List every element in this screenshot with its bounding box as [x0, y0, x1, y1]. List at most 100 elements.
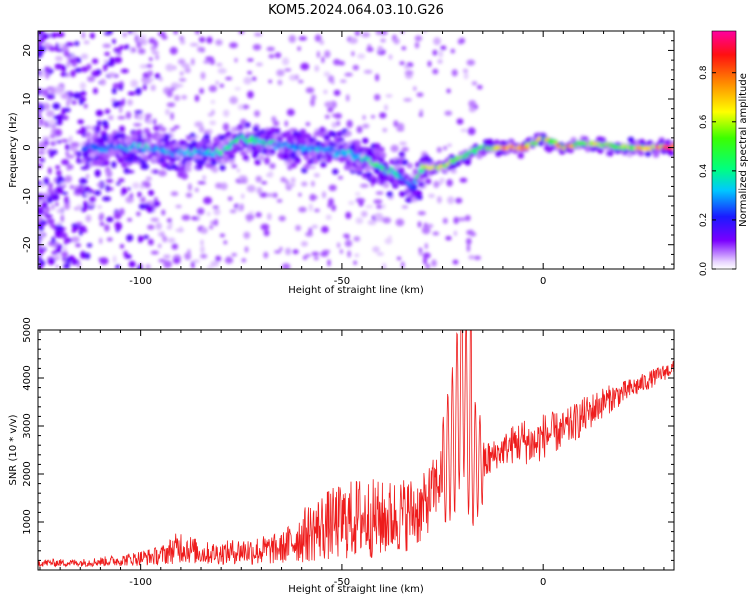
heatmap-noise-cell	[64, 202, 70, 210]
heatmap-noise-cell	[185, 192, 193, 198]
heatmap-noise-cell	[292, 249, 299, 254]
heatmap-noise-cell	[169, 46, 178, 55]
heatmap-ridge-halo	[332, 168, 339, 175]
heatmap-noise-cell	[74, 67, 83, 73]
heatmap-noise-cell	[78, 98, 84, 105]
heatmap-noise-cell	[452, 259, 459, 265]
heatmap-noise-cell	[418, 112, 423, 117]
heatmap-noise-cell	[433, 180, 440, 188]
heatmap-noise-cell	[38, 193, 44, 200]
heatmap-ridge-halo	[415, 189, 423, 196]
heatmap-ridge-halo	[228, 158, 236, 165]
heatmap-noise-cell	[118, 83, 123, 88]
heatmap-noise-cell	[446, 179, 453, 187]
heatmap-noise-cell	[130, 79, 139, 88]
heatmap-noise-cell	[382, 263, 386, 269]
heatmap-ridge-halo	[323, 134, 330, 141]
heatmap-noise-cell	[56, 140, 62, 144]
heatmap-noise-cell	[375, 191, 384, 195]
heatmap-noise-cell	[55, 32, 65, 38]
heatmap-noise-cell	[131, 31, 138, 36]
spectrogram-frame	[37, 30, 675, 270]
heatmap-noise-cell	[56, 244, 63, 250]
heatmap-noise-cell	[132, 182, 140, 189]
heatmap-noise-cell	[436, 146, 442, 153]
heatmap-noise-cell	[356, 198, 366, 203]
heatmap-ridge-halo	[131, 134, 139, 140]
heatmap-noise-cell	[102, 196, 112, 202]
colorbar-tick-label: 0.2	[699, 213, 709, 227]
heatmap-noise-cell	[477, 85, 483, 90]
heatmap-noise-cell	[150, 45, 155, 52]
heatmap-noise-cell	[62, 257, 66, 262]
heatmap-noise-cell	[136, 211, 141, 217]
heatmap-noise-cell	[311, 180, 315, 187]
heatmap-noise-cell	[63, 107, 71, 113]
heatmap-noise-cell	[388, 54, 393, 60]
heatmap-noise-cell	[113, 47, 121, 53]
heatmap-ridge-halo	[164, 133, 171, 140]
heatmap-ridge-halo	[293, 156, 301, 163]
heatmap-noise-cell	[160, 231, 165, 238]
heatmap-noise-cell	[337, 175, 344, 180]
heatmap-noise-cell	[44, 66, 50, 73]
heatmap-noise-cell	[375, 73, 380, 82]
heatmap-noise-cell	[471, 81, 478, 86]
heatmap-noise-cell	[42, 136, 50, 141]
heatmap-noise-cell	[77, 260, 81, 269]
heatmap-noise-cell	[237, 104, 244, 110]
figure-title: KOM5.2024.064.03.10.G26	[268, 3, 444, 18]
heatmap-ridge-halo	[101, 120, 109, 127]
heatmap-noise-cell	[377, 45, 383, 53]
heatmap-noise-cell	[401, 205, 409, 209]
heatmap-noise-cell	[379, 112, 387, 119]
heatmap-noise-cell	[384, 104, 388, 111]
heatmap-noise-cell	[113, 212, 122, 220]
heatmap-noise-cell	[331, 81, 335, 85]
heatmap-noise-cell	[260, 223, 270, 231]
heatmap-noise-cell	[100, 78, 106, 86]
heatmap-noise-cell	[129, 48, 133, 53]
heatmap-noise-cell	[457, 38, 463, 45]
heatmap-noise-cell	[187, 248, 191, 257]
heatmap-noise-cell	[194, 121, 204, 128]
heatmap-noise-cell	[245, 213, 255, 221]
heatmap-noise-cell	[175, 228, 185, 232]
heatmap-noise-cell	[91, 58, 99, 64]
heatmap-noise-cell	[309, 193, 317, 202]
heatmap-noise-cell	[109, 57, 115, 65]
heatmap-noise-cell	[71, 100, 77, 105]
heatmap-noise-cell	[231, 164, 238, 169]
heatmap-noise-cell	[382, 203, 386, 210]
heatmap-noise-cell	[64, 175, 72, 183]
heatmap-ridge-halo	[399, 191, 406, 197]
y-tick-label: 0	[22, 144, 33, 150]
heatmap-ridge-halo	[597, 147, 604, 154]
heatmap-noise-cell	[161, 35, 168, 40]
heatmap-noise-cell	[272, 192, 278, 198]
heatmap-noise-cell	[65, 42, 74, 47]
heatmap-noise-cell	[54, 253, 60, 259]
heatmap-noise-cell	[137, 191, 142, 198]
heatmap-noise-cell	[122, 32, 127, 38]
heatmap-ridge-halo	[89, 152, 96, 159]
heatmap-noise-cell	[466, 244, 471, 252]
snr-series	[38, 330, 674, 568]
heatmap-ridge-halo	[374, 143, 381, 150]
heatmap-noise-cell	[206, 129, 213, 134]
heatmap-ridge-halo	[320, 161, 327, 168]
heatmap-noise-cell	[66, 72, 70, 78]
heatmap-noise-cell	[55, 264, 60, 269]
heatmap-noise-cell	[414, 42, 420, 49]
heatmap-noise-cell	[118, 45, 125, 50]
heatmap-noise-cell	[328, 184, 337, 191]
heatmap-noise-cell	[38, 114, 42, 118]
heatmap-noise-cell	[290, 177, 296, 184]
heatmap-noise-cell	[359, 183, 369, 188]
heatmap-noise-cell	[84, 186, 91, 193]
heatmap-noise-cell	[206, 36, 213, 44]
heatmap-noise-cell	[45, 207, 50, 212]
heatmap-noise-cell	[166, 225, 173, 230]
heatmap-noise-cell	[112, 38, 116, 44]
heatmap-noise-cell	[115, 264, 120, 269]
